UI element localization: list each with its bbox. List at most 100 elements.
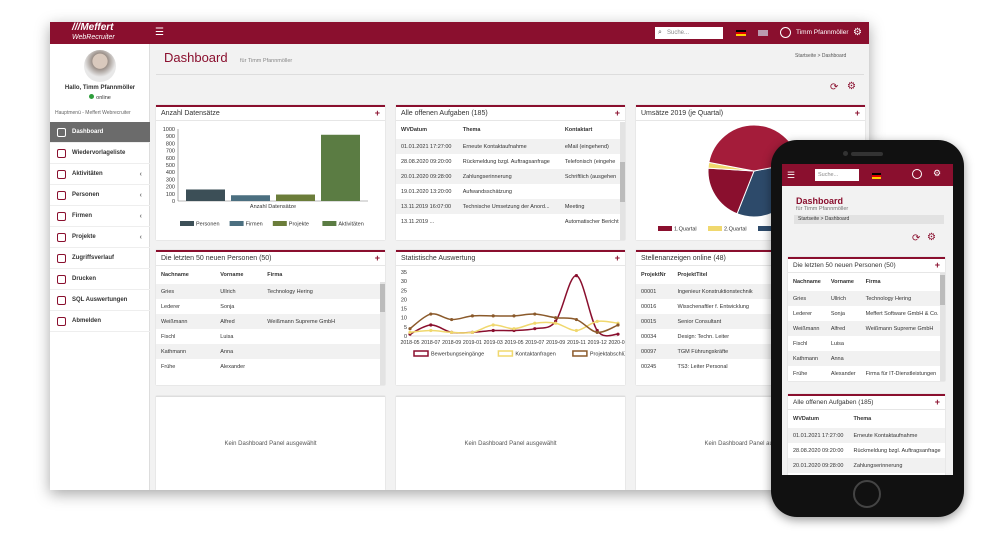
table-row[interactable]: 19.01.2020 13:20:00 Aufwandsschätzung xyxy=(396,184,625,199)
data-point[interactable] xyxy=(491,314,495,318)
search-input[interactable]: ⌕ Suche... xyxy=(655,27,723,39)
expand-icon[interactable]: + xyxy=(934,397,940,407)
sidebar-item-wiedervorlageliste[interactable]: Wiedervorlageliste xyxy=(50,143,150,164)
sidebar-item-personen[interactable]: Personen ‹ xyxy=(50,185,150,206)
data-point[interactable] xyxy=(616,332,620,336)
mobile-breadcrumb-home[interactable]: Startseite xyxy=(798,216,820,222)
data-point[interactable] xyxy=(470,330,474,334)
data-point[interactable] xyxy=(429,312,433,316)
settings-icon[interactable]: ⚙ xyxy=(853,27,862,38)
column-header[interactable]: ProjektNr xyxy=(641,272,666,278)
column-header[interactable]: ProjektTitel xyxy=(677,272,708,278)
legend-label[interactable]: Firmen xyxy=(246,222,263,228)
table-row[interactable]: 00016 Wisschenaftler f. Entwicklung xyxy=(636,299,865,314)
data-point[interactable] xyxy=(470,314,474,318)
table-row[interactable]: 20.01.2020 09:28:00 Zahlungserinnerung xyxy=(788,458,945,473)
mobile-search-input[interactable]: Suche... xyxy=(815,169,859,181)
user-icon[interactable] xyxy=(780,27,791,38)
table-row[interactable]: Weißmann Alfred Weißmann Supreme GmbH xyxy=(788,321,945,336)
column-header[interactable]: Nachname xyxy=(793,279,821,285)
sidebar-item-drucken[interactable]: Drucken xyxy=(50,269,150,290)
data-point[interactable] xyxy=(408,327,412,331)
legend-label[interactable]: Kontaktanfragen xyxy=(515,352,555,358)
sidebar-item-sql-auswertungen[interactable]: SQL Auswertungen xyxy=(50,290,150,311)
column-header[interactable]: Firma xyxy=(267,272,283,278)
user-name[interactable]: Timm Pfannmöller xyxy=(796,29,849,36)
bar-aktivitäten[interactable] xyxy=(321,134,360,201)
table-row[interactable]: Kathmann Anna xyxy=(788,351,945,366)
column-header[interactable]: WVDatum xyxy=(401,127,427,133)
data-point[interactable] xyxy=(491,323,495,327)
data-point[interactable] xyxy=(450,317,454,322)
column-header[interactable]: Thema xyxy=(853,416,872,422)
scrollbar-thumb[interactable] xyxy=(620,162,625,202)
expand-icon[interactable]: + xyxy=(614,253,620,263)
mobile-user-icon[interactable] xyxy=(912,169,922,179)
bar-firmen[interactable] xyxy=(231,195,270,201)
table-row[interactable]: Fischl Luisa xyxy=(156,329,385,344)
phone-home-button[interactable] xyxy=(853,480,881,508)
table-row[interactable]: Frühe Alexander xyxy=(156,359,385,374)
scrollbar-thumb[interactable] xyxy=(380,284,385,312)
column-header[interactable]: WVDatum xyxy=(793,416,819,422)
pie-slice-1-quartal[interactable] xyxy=(707,167,755,215)
sidebar-item-projekte[interactable]: Projekte ‹ xyxy=(50,227,150,248)
mobile-menu-toggle-icon[interactable]: ☰ xyxy=(787,170,796,180)
legend-label[interactable]: Projektabschlüsse xyxy=(590,352,625,358)
table-row[interactable]: Gries Ullrich Technology Hering xyxy=(788,291,945,306)
table-row[interactable]: Kathmann Anna xyxy=(156,344,385,359)
legend-label[interactable]: Projekte xyxy=(289,222,309,228)
sidebar-item-zugriffsverlauf[interactable]: Zugriffsverlauf xyxy=(50,248,150,269)
data-point[interactable] xyxy=(512,314,516,318)
breadcrumb-home[interactable]: Startseite xyxy=(795,53,817,59)
data-point[interactable] xyxy=(533,321,537,325)
column-header[interactable]: Thema xyxy=(462,127,481,133)
column-header[interactable]: Firma xyxy=(865,279,881,285)
table-row[interactable]: Weißmann Alfred Weißmann Supreme GmbH xyxy=(156,314,385,329)
table-row[interactable]: 28.08.2020 09:20:00 Rückmeldung bzgl. Auf… xyxy=(788,443,945,458)
data-point[interactable] xyxy=(574,317,578,322)
scrollbar[interactable] xyxy=(940,273,945,381)
scrollbar[interactable] xyxy=(620,122,625,240)
data-point[interactable] xyxy=(595,330,599,334)
legend-label[interactable]: Bewerbungseingänge xyxy=(431,352,484,358)
table-row[interactable]: Gries Ullrich Technology Hering xyxy=(156,284,385,299)
expand-icon[interactable]: + xyxy=(374,108,380,118)
data-point[interactable] xyxy=(554,321,558,325)
data-point[interactable] xyxy=(429,323,433,327)
column-header[interactable]: Kontaktart xyxy=(564,127,593,133)
data-point[interactable] xyxy=(429,328,433,333)
legend-label[interactable]: Aktivitäten xyxy=(338,222,363,228)
data-point[interactable] xyxy=(533,327,537,331)
data-point[interactable] xyxy=(408,330,412,334)
dashboard-settings-icon[interactable]: ⚙ xyxy=(847,81,856,92)
column-header[interactable]: Vorname xyxy=(830,279,854,285)
table-row[interactable]: 13.11.2019 ... Automatischer Bericht xyxy=(396,214,625,229)
english-flag-icon[interactable] xyxy=(758,30,768,36)
data-point[interactable] xyxy=(574,328,578,333)
table-row[interactable]: 00245 TS3: Leiter Personal xyxy=(636,359,865,374)
expand-icon[interactable]: + xyxy=(614,108,620,118)
data-point[interactable] xyxy=(616,323,620,327)
legend-label[interactable]: 2.Quartal xyxy=(724,227,747,233)
data-point[interactable] xyxy=(491,328,495,333)
legend-label[interactable]: 1.Quartal xyxy=(674,227,697,233)
table-row[interactable]: Frühe Alexander Firma für IT-Dienstleistun… xyxy=(788,366,945,381)
table-row[interactable]: 13.11.2019 16:07:00 Technische Umsetzung … xyxy=(396,199,625,214)
expand-icon[interactable]: + xyxy=(374,253,380,263)
table-row[interactable]: 00034 Design: Techn. Leiter xyxy=(636,329,865,344)
column-header[interactable]: Nachname xyxy=(161,272,189,278)
legend-label[interactable]: Personen xyxy=(196,222,220,228)
german-flag-icon[interactable] xyxy=(736,30,746,36)
table-row[interactable]: Lederer Sonja xyxy=(156,299,385,314)
table-row[interactable]: 28.08.2020 09:20:00 Rückmeldung bzgl. Auf… xyxy=(396,154,625,169)
mobile-refresh-icon[interactable]: ⟳ xyxy=(912,233,921,244)
sidebar-item-abmelden[interactable]: Abmelden xyxy=(50,311,150,332)
refresh-icon[interactable]: ⟳ xyxy=(830,82,839,93)
data-point[interactable] xyxy=(574,274,578,278)
mobile-settings-icon[interactable]: ⚙ xyxy=(933,168,942,178)
bar-personen[interactable] xyxy=(186,189,225,201)
data-point[interactable] xyxy=(512,327,516,331)
scrollbar[interactable] xyxy=(380,282,385,385)
table-row[interactable]: 01.01.2021 17:27:00 Erneute Kontaktaufnah… xyxy=(788,428,945,443)
